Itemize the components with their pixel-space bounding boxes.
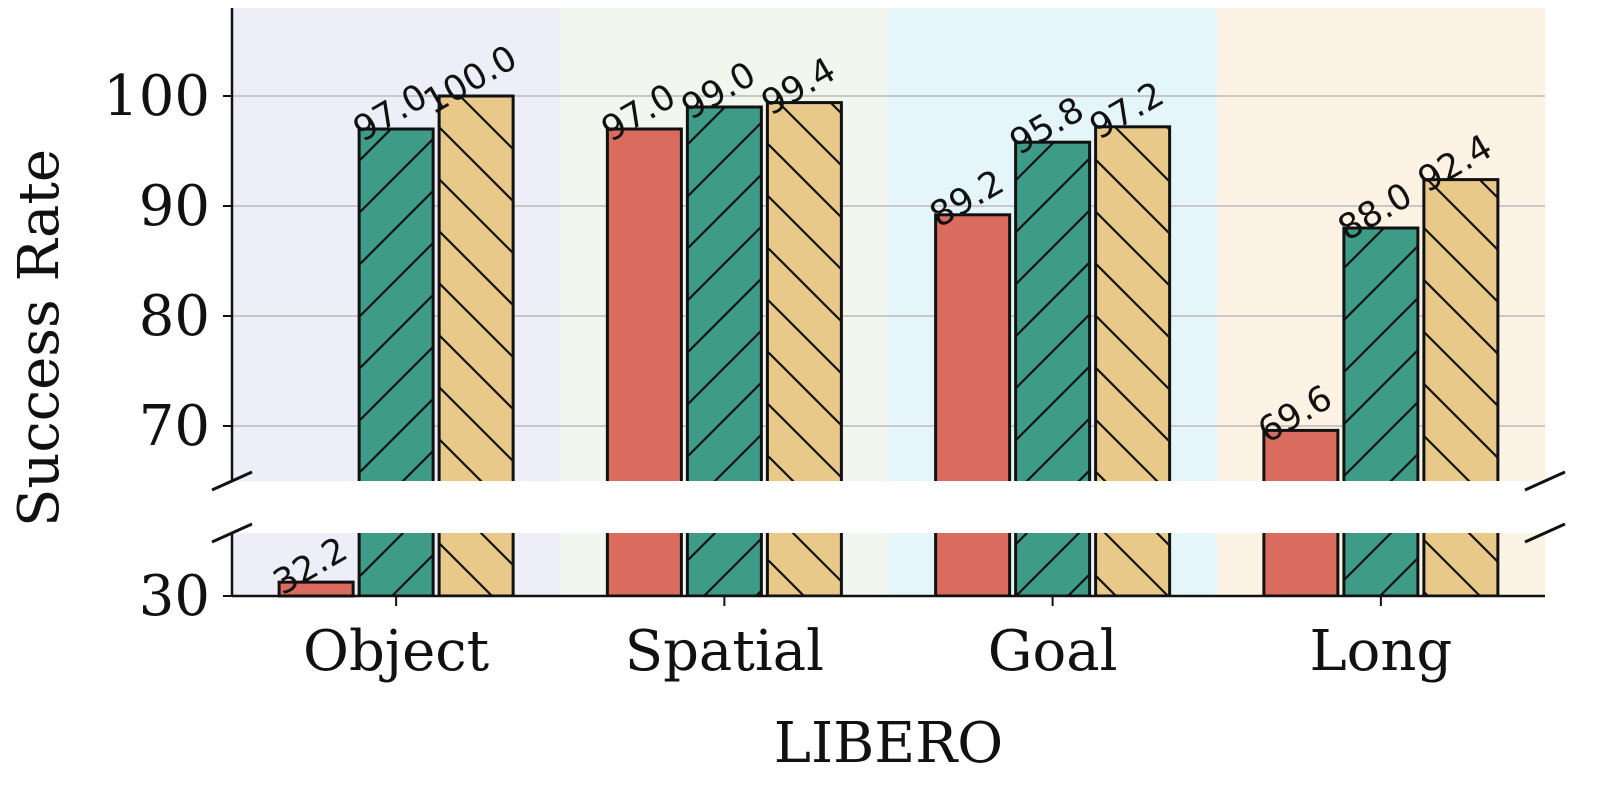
bar-hatch (767, 102, 842, 481)
bar-outline (1422, 533, 1500, 596)
bar-series-1 (607, 129, 682, 481)
bar-outline (605, 127, 683, 481)
bar-series-1-lower (935, 533, 1010, 596)
y-tick-label: 90 (139, 174, 210, 239)
bar-hatch (687, 533, 762, 596)
bar-series-1 (1263, 430, 1338, 481)
bar-outline (1094, 533, 1172, 596)
bar-hatch (439, 96, 514, 481)
bar-hatch (359, 533, 434, 596)
axis-break-mark (211, 522, 253, 544)
y-axis-title: Success Rate (7, 149, 72, 527)
bar-outline (1014, 140, 1092, 481)
y-tick-label: 70 (139, 394, 210, 459)
bar-hatch (1095, 126, 1170, 481)
bar-hatch (359, 129, 434, 481)
x-tick-label: Long (1309, 619, 1452, 684)
bar-outline (685, 105, 763, 481)
bar-outline (357, 127, 435, 481)
bar-outline (1014, 533, 1092, 596)
bar-outline (765, 533, 843, 596)
x-axis-title: LIBERO (774, 711, 1003, 776)
x-tick-label: Goal (988, 619, 1118, 684)
bar-outline (1422, 178, 1500, 481)
bar-hatch (439, 533, 514, 596)
bar-hatch (1343, 533, 1418, 596)
bar-hatch (1015, 142, 1090, 481)
axis-break-mark (1524, 522, 1566, 544)
bar-series-1-lower (607, 533, 682, 596)
bar-hatch (1423, 179, 1498, 481)
bar-outline (934, 213, 1012, 481)
bar-outline (1342, 533, 1420, 596)
bar-outline (1342, 226, 1420, 481)
bar-outline (357, 533, 435, 596)
bar-outline (437, 533, 515, 596)
bar-series-1 (935, 214, 1010, 481)
bar-series-1 (279, 582, 354, 596)
axis-break-mark (211, 470, 253, 492)
bar-outline (437, 94, 515, 481)
bar-outline (765, 101, 843, 481)
bar-outline (1094, 125, 1172, 481)
bar-hatch (687, 107, 762, 481)
y-tick-label: 30 (139, 564, 210, 629)
bar-outline (605, 533, 683, 596)
bar-hatch (1343, 228, 1418, 481)
x-tick-label: Spatial (625, 619, 824, 684)
bar-outline (1262, 428, 1340, 481)
y-tick-label: 100 (103, 64, 210, 129)
bar-hatch (1423, 533, 1498, 596)
y-tick-label: 80 (139, 284, 210, 349)
bar-hatch (1095, 533, 1170, 596)
bar-outline (1262, 533, 1340, 596)
axis-break-mark (1524, 470, 1566, 492)
bar-outline (685, 533, 763, 596)
bar-hatch (1015, 533, 1090, 596)
x-tick-label: Object (303, 619, 490, 684)
bar-hatch (767, 533, 842, 596)
bar-series-1-lower (1263, 533, 1338, 596)
bar-outline (934, 533, 1012, 596)
